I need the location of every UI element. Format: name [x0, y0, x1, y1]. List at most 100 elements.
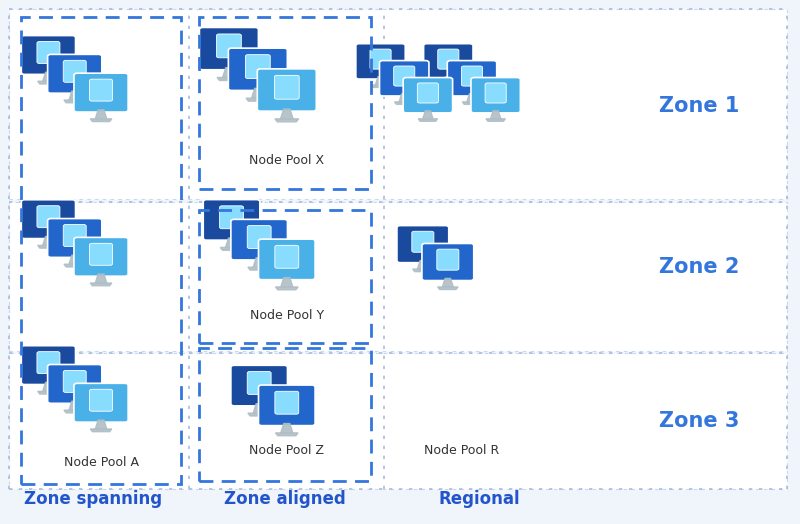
FancyBboxPatch shape: [394, 66, 414, 86]
Polygon shape: [42, 383, 54, 391]
Polygon shape: [69, 91, 81, 100]
FancyBboxPatch shape: [74, 384, 128, 422]
FancyBboxPatch shape: [22, 36, 75, 74]
Polygon shape: [90, 429, 112, 432]
Polygon shape: [281, 278, 293, 287]
Polygon shape: [422, 111, 433, 119]
Polygon shape: [413, 269, 433, 271]
Polygon shape: [371, 85, 390, 88]
Polygon shape: [281, 109, 293, 119]
Polygon shape: [486, 119, 506, 121]
FancyBboxPatch shape: [423, 43, 473, 79]
FancyBboxPatch shape: [258, 69, 316, 111]
FancyBboxPatch shape: [437, 249, 459, 270]
Polygon shape: [69, 401, 81, 410]
Polygon shape: [69, 255, 81, 264]
Bar: [199, 17, 370, 189]
Text: Zone 2: Zone 2: [658, 257, 739, 277]
Polygon shape: [394, 102, 414, 104]
FancyBboxPatch shape: [22, 346, 75, 385]
FancyBboxPatch shape: [231, 220, 287, 260]
Text: Node Pool R: Node Pool R: [424, 444, 499, 457]
Polygon shape: [222, 68, 235, 78]
Polygon shape: [275, 287, 298, 290]
Polygon shape: [418, 260, 428, 269]
Text: Zone aligned: Zone aligned: [223, 490, 346, 508]
Polygon shape: [226, 238, 238, 247]
FancyBboxPatch shape: [485, 83, 506, 103]
Polygon shape: [467, 94, 477, 102]
Text: Regional: Regional: [439, 490, 521, 508]
Bar: [10, 9, 786, 200]
FancyBboxPatch shape: [63, 224, 86, 246]
FancyBboxPatch shape: [37, 206, 60, 227]
FancyBboxPatch shape: [438, 49, 459, 69]
FancyBboxPatch shape: [418, 83, 438, 103]
FancyBboxPatch shape: [220, 206, 243, 228]
Polygon shape: [38, 245, 59, 248]
FancyBboxPatch shape: [397, 225, 449, 263]
FancyBboxPatch shape: [471, 78, 520, 113]
Polygon shape: [95, 420, 106, 429]
Polygon shape: [490, 111, 501, 119]
FancyBboxPatch shape: [217, 34, 242, 58]
FancyBboxPatch shape: [246, 54, 270, 79]
Polygon shape: [253, 258, 265, 267]
Polygon shape: [64, 100, 86, 103]
Bar: [199, 348, 370, 481]
Text: Zone 3: Zone 3: [658, 411, 739, 431]
FancyBboxPatch shape: [37, 41, 60, 63]
Polygon shape: [442, 278, 454, 287]
Polygon shape: [42, 236, 54, 245]
Text: Zone 1: Zone 1: [658, 96, 739, 116]
Polygon shape: [275, 119, 298, 122]
Text: Node Pool Y: Node Pool Y: [250, 309, 324, 322]
FancyBboxPatch shape: [356, 43, 406, 79]
FancyBboxPatch shape: [275, 245, 298, 268]
FancyBboxPatch shape: [370, 49, 391, 69]
FancyBboxPatch shape: [274, 75, 299, 99]
Polygon shape: [462, 102, 482, 104]
Polygon shape: [438, 287, 458, 290]
FancyBboxPatch shape: [74, 73, 128, 112]
Polygon shape: [438, 85, 458, 88]
Polygon shape: [95, 110, 106, 119]
FancyBboxPatch shape: [403, 78, 453, 113]
FancyBboxPatch shape: [199, 27, 258, 70]
Bar: [10, 353, 786, 489]
FancyBboxPatch shape: [228, 48, 287, 91]
Polygon shape: [443, 77, 454, 85]
Text: Node Pool A: Node Pool A: [63, 456, 138, 469]
FancyBboxPatch shape: [90, 79, 113, 101]
FancyBboxPatch shape: [48, 219, 102, 257]
Polygon shape: [217, 78, 241, 81]
FancyBboxPatch shape: [63, 370, 86, 392]
FancyBboxPatch shape: [379, 61, 429, 96]
FancyBboxPatch shape: [48, 54, 102, 93]
Polygon shape: [248, 267, 270, 270]
FancyBboxPatch shape: [203, 200, 260, 240]
FancyBboxPatch shape: [247, 372, 271, 395]
FancyBboxPatch shape: [412, 231, 434, 252]
FancyBboxPatch shape: [63, 60, 86, 82]
Polygon shape: [275, 433, 298, 436]
Polygon shape: [64, 264, 86, 267]
Text: Node Pool Z: Node Pool Z: [250, 444, 324, 457]
FancyBboxPatch shape: [90, 389, 113, 411]
Polygon shape: [220, 247, 243, 250]
Polygon shape: [64, 410, 86, 413]
Bar: [22, 17, 181, 484]
FancyBboxPatch shape: [48, 365, 102, 403]
FancyBboxPatch shape: [447, 61, 497, 96]
FancyBboxPatch shape: [231, 365, 287, 406]
FancyBboxPatch shape: [247, 226, 271, 248]
Polygon shape: [38, 81, 59, 84]
Polygon shape: [248, 413, 270, 416]
FancyBboxPatch shape: [422, 244, 474, 280]
Polygon shape: [90, 283, 112, 286]
FancyBboxPatch shape: [462, 66, 482, 86]
Text: Zone spanning: Zone spanning: [24, 490, 162, 508]
Bar: [199, 210, 370, 343]
FancyBboxPatch shape: [258, 385, 315, 425]
Polygon shape: [281, 423, 293, 433]
